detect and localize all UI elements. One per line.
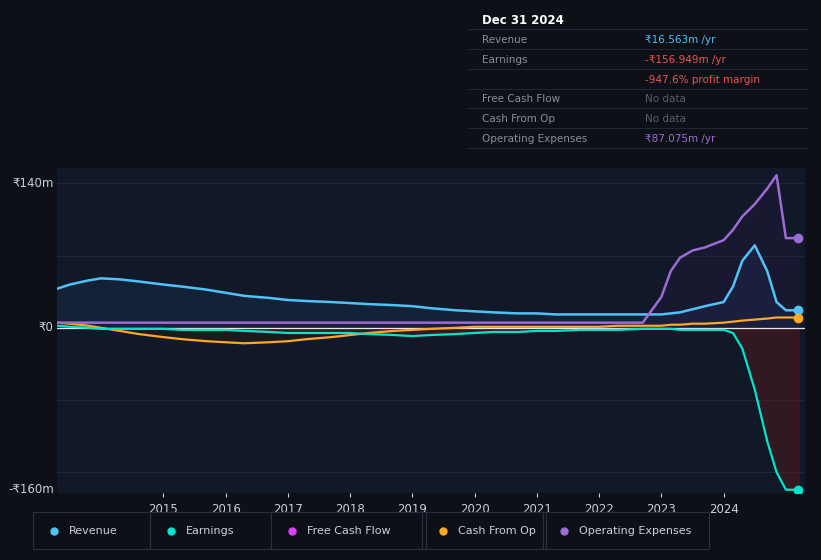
Text: No data: No data [645, 114, 686, 124]
Text: -947.6% profit margin: -947.6% profit margin [645, 74, 760, 85]
Text: -₹160m: -₹160m [8, 483, 53, 496]
Text: Free Cash Flow: Free Cash Flow [307, 526, 391, 535]
Text: Revenue: Revenue [482, 35, 527, 45]
Text: -₹156.949m /yr: -₹156.949m /yr [645, 55, 726, 65]
Text: Free Cash Flow: Free Cash Flow [482, 95, 560, 104]
Text: Dec 31 2024: Dec 31 2024 [482, 14, 563, 27]
Text: Revenue: Revenue [69, 526, 118, 535]
Text: Operating Expenses: Operating Expenses [579, 526, 691, 535]
Text: ₹16.563m /yr: ₹16.563m /yr [645, 35, 716, 45]
Text: ₹87.075m /yr: ₹87.075m /yr [645, 134, 716, 144]
Text: Earnings: Earnings [482, 55, 527, 65]
Text: ₹140m: ₹140m [12, 177, 53, 190]
Text: Operating Expenses: Operating Expenses [482, 134, 587, 144]
Text: ₹0: ₹0 [39, 321, 53, 334]
Text: Cash From Op: Cash From Op [482, 114, 555, 124]
Text: Earnings: Earnings [186, 526, 235, 535]
Text: No data: No data [645, 95, 686, 104]
Text: Cash From Op: Cash From Op [458, 526, 536, 535]
